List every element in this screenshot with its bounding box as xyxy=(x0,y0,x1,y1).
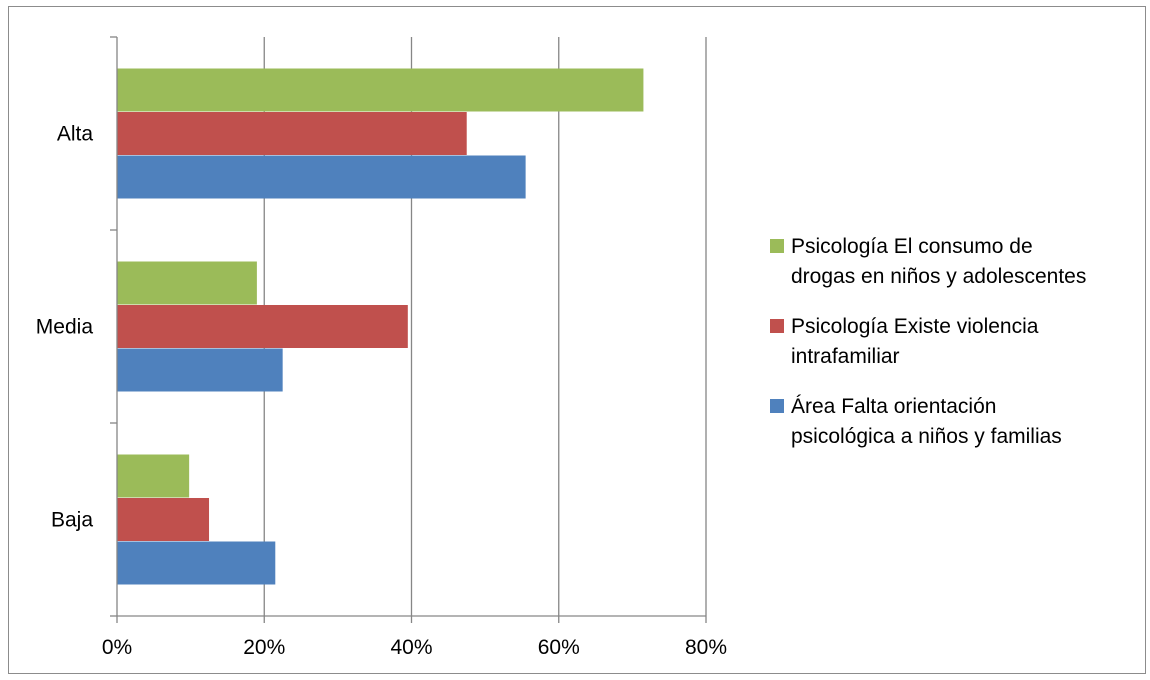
y-category-label: Alta xyxy=(57,123,94,146)
legend-label: psicológica a niños y familias xyxy=(791,425,1062,448)
bar xyxy=(117,155,526,199)
legend-swatch xyxy=(770,239,784,253)
bar xyxy=(117,498,210,541)
x-tick-label: 0% xyxy=(102,636,132,659)
legend-swatch xyxy=(770,319,784,333)
tick-labels: 0% 20% 40% 60% 80% Alta Media Baja xyxy=(36,123,727,660)
legend-swatch xyxy=(770,399,784,413)
bars xyxy=(117,68,644,585)
x-tick-label: 60% xyxy=(538,636,580,659)
legend-label: drogas en niños y adolescentes xyxy=(791,265,1086,288)
bar xyxy=(117,112,467,155)
bar xyxy=(117,305,408,348)
legend-label: Psicología Existe violencia xyxy=(791,315,1039,338)
y-category-label: Media xyxy=(36,316,94,339)
bar xyxy=(117,454,190,498)
x-tick-label: 80% xyxy=(685,636,727,659)
bar xyxy=(117,541,276,585)
x-tick-label: 40% xyxy=(390,636,432,659)
legend-label: Psicología El consumo de xyxy=(791,235,1033,258)
legend: Psicología El consumo de drogas en niños … xyxy=(770,235,1086,448)
axes xyxy=(110,36,707,623)
x-tick-label: 20% xyxy=(243,636,285,659)
bar xyxy=(117,348,283,392)
legend-label: Área Falta orientación xyxy=(791,395,996,418)
bar xyxy=(117,68,644,112)
y-category-label: Baja xyxy=(51,509,93,532)
bar xyxy=(117,261,257,305)
legend-label: intrafamiliar xyxy=(791,345,900,368)
